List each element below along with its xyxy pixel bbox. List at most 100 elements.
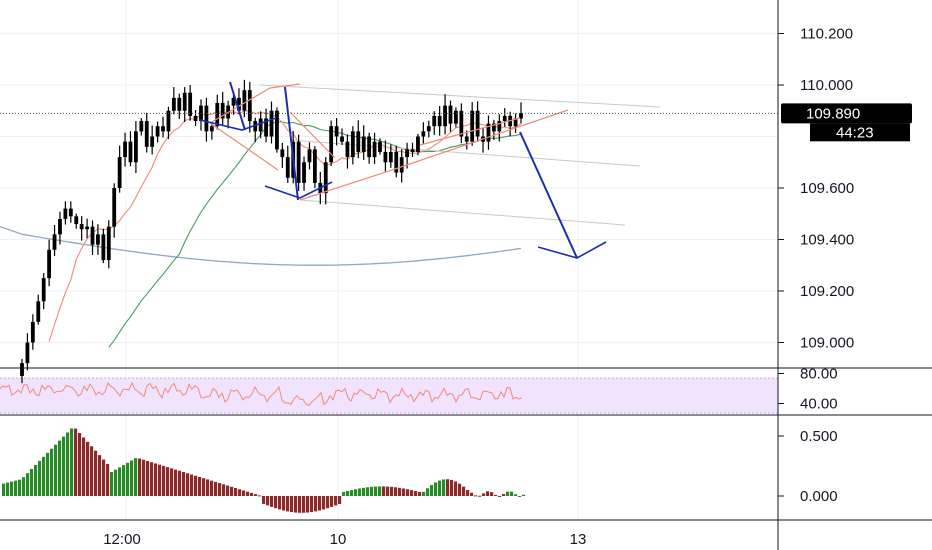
candle-body: [448, 105, 453, 124]
macd-bar: [342, 491, 346, 496]
candle: [161, 116, 165, 138]
macd-bar: [118, 467, 122, 496]
macd-bar: [254, 494, 258, 496]
macd-bar: [198, 476, 202, 496]
macd-bar: [502, 494, 506, 496]
countdown-badge-bg: [810, 123, 910, 142]
macd-bar: [134, 458, 138, 496]
macd-bar: [238, 489, 242, 496]
macd-bar: [142, 459, 146, 496]
macd-bar: [202, 478, 206, 496]
macd-bar: [98, 455, 102, 496]
macd-bar: [462, 486, 466, 496]
candle-body: [106, 226, 111, 261]
macd-bar: [42, 456, 46, 496]
candle: [361, 125, 366, 160]
macd-bar: [362, 487, 366, 496]
candle: [20, 358, 24, 384]
candle-body: [25, 342, 30, 364]
candle-body: [454, 110, 458, 124]
candle-body: [63, 208, 68, 219]
candle: [188, 85, 193, 121]
candle-body: [464, 136, 469, 142]
macd-bar: [442, 479, 446, 496]
candle-body: [237, 97, 241, 111]
macd-bar: [78, 433, 82, 496]
candle: [199, 99, 203, 131]
candle: [421, 122, 426, 144]
candle: [350, 126, 355, 165]
macd-bar: [182, 472, 186, 496]
price-tick-0: 110.200: [800, 26, 853, 43]
macd-bar: [158, 464, 162, 496]
candle-body: [269, 110, 274, 137]
macd-bar: [314, 496, 318, 512]
candle-body: [416, 136, 420, 152]
macd-bar: [510, 491, 514, 496]
candle-body: [193, 115, 198, 122]
candle-body: [502, 115, 507, 122]
macd-bar: [2, 483, 6, 496]
candle: [334, 118, 339, 146]
macd-bar: [506, 491, 510, 496]
macd-axis[interactable]: 0.500 0.000: [778, 428, 838, 505]
candle-body: [182, 92, 187, 111]
macd-bar: [318, 496, 322, 511]
rsi-axis[interactable]: 80.00 40.00: [778, 366, 838, 413]
candle-body: [150, 136, 155, 147]
candle: [443, 94, 447, 135]
macd-bar: [298, 496, 302, 513]
macd-bar: [426, 488, 430, 496]
candle: [356, 120, 361, 159]
candle: [63, 201, 68, 225]
macd-bar: [446, 479, 450, 496]
candle: [269, 101, 274, 144]
candle-body: [247, 90, 252, 122]
rsi-band: [0, 377, 778, 414]
candle: [296, 134, 301, 191]
macd-bar: [414, 490, 418, 496]
candle-body: [312, 149, 317, 183]
macd-bar: [258, 495, 262, 497]
candle: [96, 224, 100, 255]
candle: [405, 142, 409, 169]
macd-bar: [226, 485, 230, 496]
time-tick-10: 10: [330, 531, 347, 548]
macd-bar: [366, 487, 370, 496]
candle-body: [356, 131, 361, 152]
macd-bar: [38, 460, 42, 496]
macd-bar: [406, 489, 410, 496]
price-panel[interactable]: [0, 79, 778, 414]
candle-body: [177, 97, 182, 111]
candle-body: [199, 105, 203, 122]
macd-bar: [346, 490, 350, 496]
macd-bar: [190, 474, 194, 496]
price-axis[interactable]: 110.200 110.000 109.600 109.400 109.200 109.0…: [778, 26, 854, 352]
candle: [486, 115, 491, 150]
candle: [106, 220, 111, 269]
candle-body: [443, 105, 447, 127]
macd-bar: [278, 496, 282, 510]
macd-panel[interactable]: [2, 428, 526, 513]
candle-body: [101, 234, 106, 261]
macd-bar: [150, 462, 154, 496]
macd-bar: [262, 496, 266, 504]
macd-bar: [194, 475, 198, 496]
time-axis[interactable]: 12:00 10 13: [103, 531, 586, 548]
rsi-panel[interactable]: [0, 381, 523, 407]
countdown-value: 44:23: [836, 124, 874, 141]
candle-body: [253, 121, 258, 132]
candle: [68, 201, 73, 223]
candle: [519, 102, 523, 124]
w-pattern-bottom: [264, 181, 333, 199]
macd-bar: [398, 487, 402, 496]
last-price-badge: 109.890 44:23: [781, 103, 912, 142]
triangle-upper-trend: [419, 117, 521, 146]
candle-body: [378, 141, 382, 152]
macd-bar: [474, 495, 478, 497]
macd-bar: [74, 428, 78, 496]
candle: [437, 105, 442, 136]
macd-bar: [122, 465, 126, 496]
candle: [79, 216, 84, 241]
